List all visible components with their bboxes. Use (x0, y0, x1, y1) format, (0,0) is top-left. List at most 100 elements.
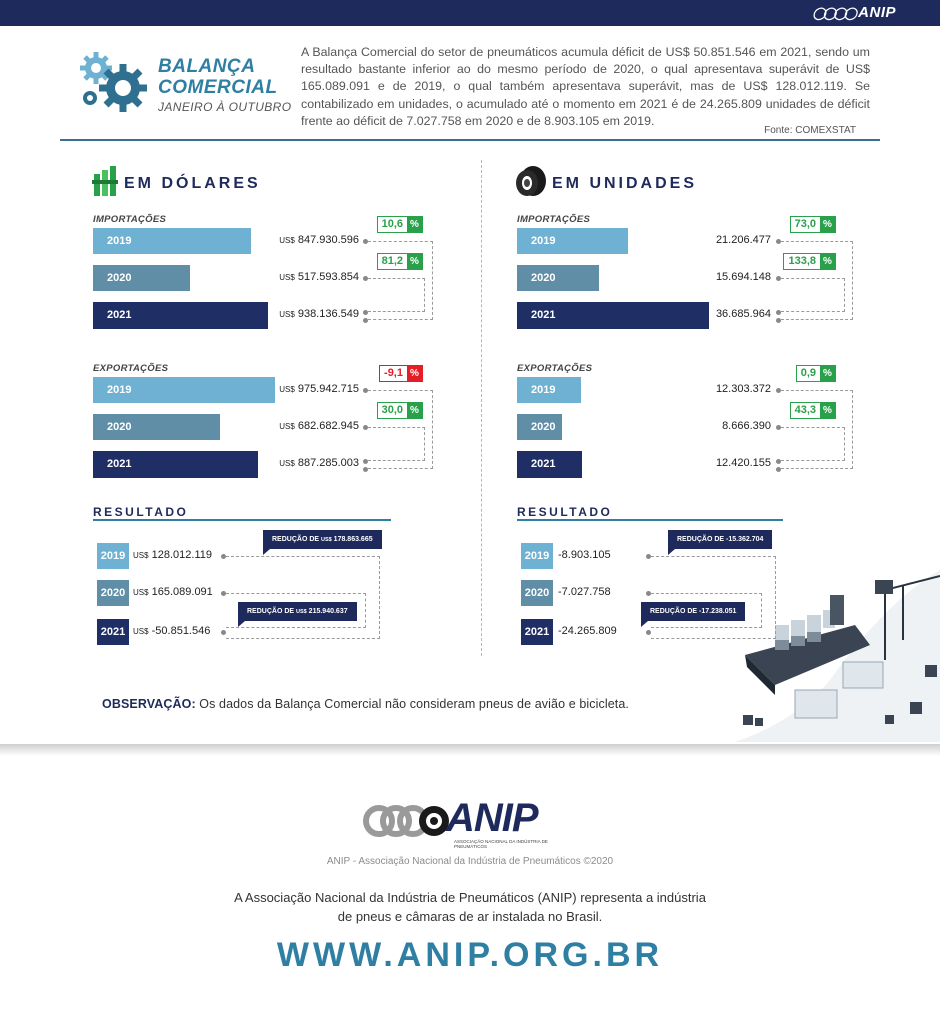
reduction-prefix: REDUÇÃO DE (650, 608, 698, 615)
result-connector (651, 593, 762, 628)
result-connector (226, 556, 380, 639)
value-number: 847.930.596 (297, 234, 359, 246)
bar-value-2021: 12.420.155 (716, 457, 771, 469)
bar-2020: 2020 (517, 414, 562, 440)
value-number: 36.685.964 (715, 308, 771, 320)
bar-value-2019: 12.303.372 (716, 383, 771, 395)
bar-2021: 2021 (517, 302, 709, 329)
change-connector (781, 278, 845, 312)
currency-label: US$ (279, 273, 295, 282)
value-number: -7.027.758 (558, 586, 611, 598)
connector-dot (363, 239, 368, 244)
cargo-ship-illustration (735, 570, 940, 742)
percent-change-badge-2019: 10,6% (376, 216, 423, 233)
group-label-exports: EXPORTAÇÕES (517, 363, 593, 374)
value-number: 938.136.549 (297, 308, 359, 320)
header-logo: ◯◯◯◯ ANIP (812, 4, 896, 21)
bar-2020: 2020 (93, 414, 220, 440)
about-line-1: A Associação Nacional da Indústria de Pn… (234, 890, 706, 905)
result-title: RESULTADO (93, 505, 189, 519)
result-value-2020: -7.027.758 (558, 586, 611, 598)
bar-2021: 2021 (517, 451, 582, 478)
connector-dot (363, 388, 368, 393)
value-number: 517.593.854 (297, 271, 359, 283)
bar-2020: 2020 (517, 265, 599, 291)
percent-symbol: % (820, 403, 835, 418)
value-number: 12.420.155 (715, 457, 771, 469)
result-connector (651, 556, 776, 639)
observation-note: OBSERVAÇÃO: Os dados da Balança Comercia… (102, 697, 629, 711)
connector-dot (776, 276, 781, 281)
title-line-2: COMERCIAL (158, 77, 278, 98)
section-title-dollars: EM DÓLARES (124, 175, 261, 192)
value-number: 887.285.003 (297, 457, 359, 469)
tire-rings-icon: ◯◯◯◯ (812, 6, 857, 20)
currency-label: US$ (279, 236, 295, 245)
value-number: 8.666.390 (722, 420, 771, 432)
result-year-2019: 2019 (97, 543, 129, 569)
change-connector (781, 390, 853, 469)
percent-value: 133,8 (788, 255, 816, 267)
about-text: A Associação Nacional da Indústria de Pn… (230, 888, 710, 926)
percent-symbol: % (407, 217, 422, 232)
result-connector (226, 593, 366, 628)
currency-label: US$ (279, 422, 295, 431)
connector-dot (776, 310, 781, 315)
bar-2019: 2019 (93, 377, 275, 403)
gears-icon (80, 52, 147, 112)
connector-dot (363, 467, 368, 472)
bar-value-2019: 21.206.477 (716, 234, 771, 246)
currency-label: US$ (133, 551, 149, 560)
callout-tail (641, 621, 648, 627)
result-title: RESULTADO (517, 505, 613, 519)
observation-label: OBSERVAÇÃO: (102, 697, 196, 711)
percent-symbol: % (407, 254, 422, 269)
page-subtitle: JANEIRO À OUTUBRO (158, 100, 292, 114)
reduction-value: 178.863.665 (333, 536, 373, 543)
bar-value-2021: 36.685.964 (716, 308, 771, 320)
connector-dot (363, 318, 368, 323)
reduction-callout: REDUÇÃO DE US$ 215.940.637 (238, 602, 357, 627)
connector-dot (776, 239, 781, 244)
connector-dot (363, 459, 368, 464)
page-title: BALANÇA COMERCIAL (158, 56, 278, 98)
result-value-2021: US$ -50.851.546 (133, 625, 210, 637)
bar-value-2020: US$ 682.682.945 (279, 420, 359, 432)
result-rule (517, 519, 783, 521)
percent-symbol: % (820, 254, 835, 269)
connector-dot (221, 554, 226, 559)
bar-2019: 2019 (93, 228, 251, 254)
percent-change-badge-2020: 43,3% (789, 402, 836, 419)
percent-change-badge-2019: -9,1% (379, 365, 423, 382)
connector-dot (646, 554, 651, 559)
reduction-value: 215.940.637 (308, 608, 348, 615)
percent-symbol: % (407, 403, 422, 418)
percent-change-badge-2020: 81,2% (376, 253, 423, 270)
reduction-callout: REDUÇÃO DE -15.362.704 (668, 530, 773, 555)
change-connector (368, 427, 425, 461)
footer-logo-tagline: ASSOCIAÇÃO NACIONAL DA INDÚSTRIA DE PNEU… (454, 839, 548, 849)
percent-value: 73,0 (794, 218, 816, 230)
copyright-text: ANIP - Associação Nacional da Indústria … (326, 856, 614, 867)
reduction-value: -15.362.704 (726, 536, 764, 543)
header-rule (60, 139, 880, 141)
section-title-units: EM UNIDADES (552, 175, 698, 192)
reduction-callout: REDUÇÃO DE US$ 178.863.665 (263, 530, 382, 555)
percent-value: 43,3 (794, 404, 816, 416)
header-logo-text: ANIP (858, 4, 896, 21)
bar-value-2019: US$ 975.942.715 (279, 383, 359, 395)
percent-symbol: % (407, 366, 422, 381)
group-label-exports: EXPORTAÇÕES (93, 363, 169, 374)
reduction-callout: REDUÇÃO DE -17.238.051 (641, 602, 746, 627)
connector-dot (776, 467, 781, 472)
value-number: 975.942.715 (297, 383, 359, 395)
result-value-2021: -24.265.809 (558, 625, 617, 637)
website-link[interactable]: WWW.ANIP.ORG.BR (276, 936, 664, 974)
connector-dot (221, 591, 226, 596)
result-year-2020: 2020 (97, 580, 129, 606)
title-line-1: BALANÇA (158, 56, 256, 77)
bar-value-2021: US$ 887.285.003 (279, 457, 359, 469)
value-number: 165.089.091 (151, 586, 213, 598)
connector-dot (646, 591, 651, 596)
connector-dot (363, 310, 368, 315)
